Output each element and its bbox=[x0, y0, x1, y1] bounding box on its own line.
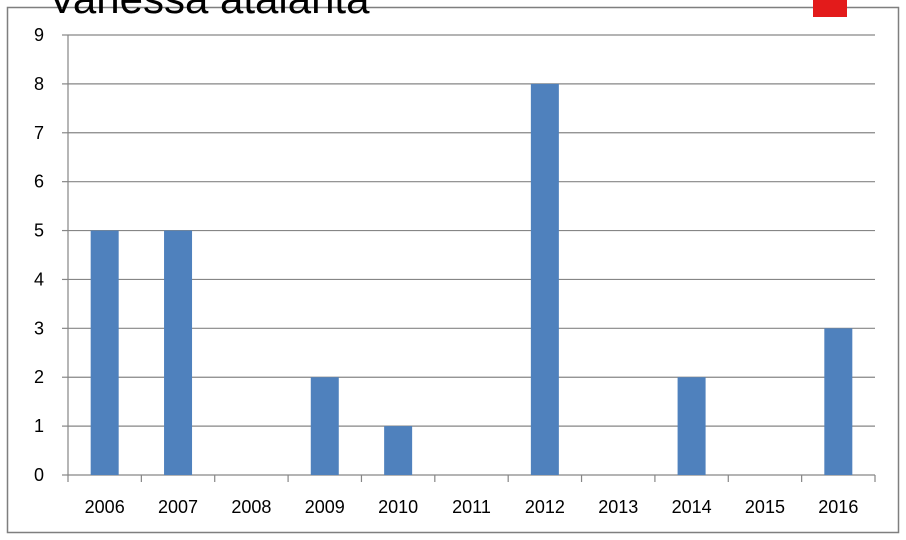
y-tick-label: 8 bbox=[34, 74, 44, 94]
chart-title: Vanessa atalanta bbox=[48, 0, 369, 20]
x-tick-label: 2015 bbox=[745, 497, 785, 517]
y-tick-label: 7 bbox=[34, 123, 44, 143]
y-tick-label: 4 bbox=[34, 269, 44, 289]
y-tick-label: 0 bbox=[34, 465, 44, 485]
bar-2010 bbox=[384, 426, 413, 475]
y-tick-label: 5 bbox=[34, 221, 44, 241]
y-tick-label: 1 bbox=[34, 416, 44, 436]
bar-2009 bbox=[310, 377, 339, 475]
bar-series bbox=[90, 83, 853, 475]
y-tick-label: 9 bbox=[34, 25, 44, 45]
y-tick-label: 2 bbox=[34, 367, 44, 387]
x-tick-label: 2011 bbox=[452, 497, 491, 517]
gridlines bbox=[68, 34, 875, 427]
x-tick-label: 2006 bbox=[85, 497, 125, 517]
y-tick-label: 6 bbox=[34, 172, 44, 192]
axes bbox=[62, 34, 876, 482]
x-tick-label: 2007 bbox=[158, 497, 198, 517]
x-tick-label: 2008 bbox=[231, 497, 271, 517]
x-tick-labels: 2006 2007 2008 2009 2010 2011 2012 2013 2014 2015… bbox=[85, 497, 859, 517]
bar-2012 bbox=[530, 83, 559, 475]
x-tick-label: 2010 bbox=[378, 497, 418, 517]
chart-frame bbox=[6, 6, 900, 534]
bar-2016 bbox=[824, 328, 853, 475]
y-tick-labels: 0 1 2 3 4 5 6 7 8 9 bbox=[34, 25, 44, 485]
x-tick-label: 2016 bbox=[818, 497, 858, 517]
x-tick-label: 2009 bbox=[305, 497, 345, 517]
bar-2007 bbox=[164, 230, 193, 475]
bar-2006 bbox=[90, 230, 119, 475]
x-tick-label: 2014 bbox=[672, 497, 712, 517]
x-tick-label: 2013 bbox=[598, 497, 638, 517]
bar-2014 bbox=[677, 377, 706, 475]
x-tick-label: 2012 bbox=[525, 497, 565, 517]
corner-marker bbox=[813, 0, 847, 17]
y-tick-label: 3 bbox=[34, 318, 44, 338]
